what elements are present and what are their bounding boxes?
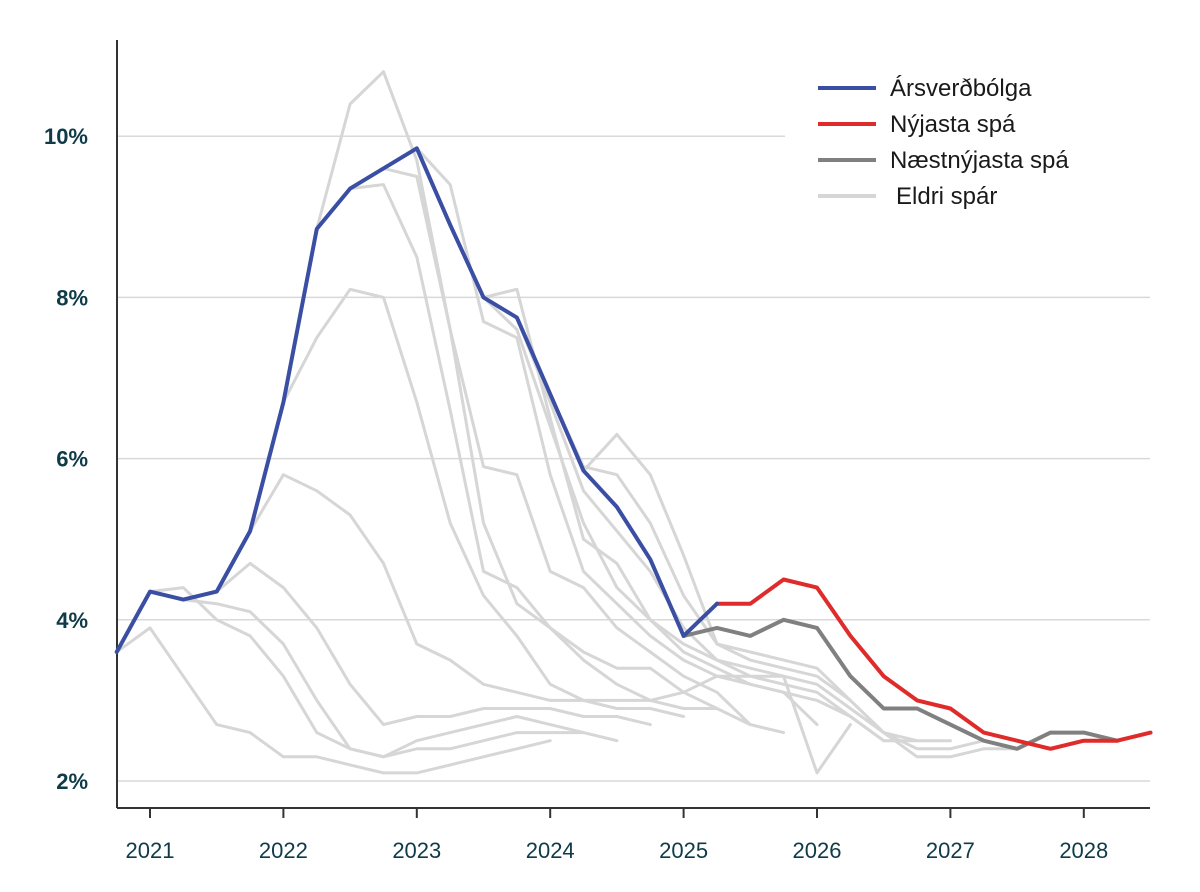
- y-tick-label: 6%: [56, 447, 88, 472]
- legend-label-latest: Nýjasta spá: [890, 111, 1016, 138]
- legend-label-actual: Ársverðbólga: [890, 75, 1032, 102]
- x-tick-label: 2022: [259, 838, 308, 863]
- older-forecast-line: [348, 183, 786, 735]
- main-series-group: [114, 146, 1153, 751]
- older-forecast-line: [448, 223, 886, 743]
- y-tick-label: 4%: [56, 608, 88, 633]
- older-forecast-line: [482, 295, 919, 743]
- older-forecast-line: [548, 392, 986, 751]
- older-forecasts-group: [115, 70, 1019, 775]
- x-tick-label: 2021: [126, 838, 175, 863]
- older-forecast-line: [382, 166, 819, 727]
- x-tick-label: 2023: [392, 838, 441, 863]
- x-tick-label: 2026: [793, 838, 842, 863]
- legend: Ársverðbólga Nýjasta spá Næstnýjasta spá El…: [818, 75, 1069, 210]
- gridlines: [117, 135, 1150, 782]
- legend-label-older: Eldri spár: [896, 183, 997, 210]
- y-tick-label: 2%: [56, 769, 88, 794]
- older-forecast-line: [248, 473, 686, 718]
- x-tick-label: 2024: [526, 838, 575, 863]
- y-tick-label: 10%: [44, 124, 88, 149]
- older-forecast-line: [181, 598, 619, 759]
- y-tick-label: 8%: [56, 285, 88, 310]
- older-forecast-line: [115, 626, 552, 775]
- actual-series-line: [114, 146, 719, 654]
- older-forecast-line: [315, 70, 752, 727]
- legend-label-previous: Næstnýjasta spá: [890, 147, 1069, 174]
- x-tick-label: 2028: [1059, 838, 1108, 863]
- previous-series-line: [681, 617, 1120, 751]
- latest-series-line: [715, 577, 1153, 751]
- x-tick-label: 2025: [659, 838, 708, 863]
- x-tick-label: 2027: [926, 838, 975, 863]
- older-forecast-line: [215, 561, 652, 727]
- older-forecast-line: [582, 432, 1019, 759]
- older-forecast-line: [281, 287, 719, 710]
- axes: 2% 4% 6% 8% 10% 2021 2022 2023 2024 2025 2026 2027 2…: [44, 40, 1150, 863]
